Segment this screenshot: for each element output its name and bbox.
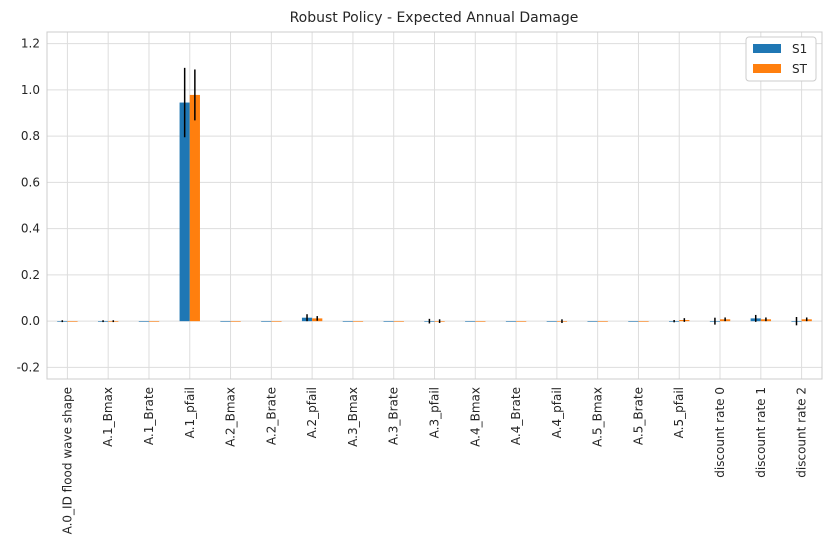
x-tick-label: A.1_pfail	[183, 387, 197, 438]
x-tick-label: A.2_Brate	[264, 387, 278, 445]
y-tick-label: 0.8	[21, 129, 40, 143]
bar-s1	[505, 321, 517, 322]
x-tick-label: A.2_Bmax	[224, 387, 238, 447]
x-axis: A.0_ID flood wave shape A.1_Bmax A.1_Brate…	[60, 387, 808, 534]
x-tick-label: A.5_Bmax	[591, 387, 605, 447]
legend-label-s1: S1	[792, 42, 807, 56]
legend-label-st: ST	[792, 62, 808, 76]
bar-st	[67, 321, 78, 322]
x-tick-label: A.2_pfail	[305, 387, 319, 438]
bar-s1	[465, 321, 476, 322]
y-tick-label: 0.2	[21, 268, 40, 282]
x-tick-label: A.4_Bmax	[468, 387, 482, 447]
y-tick-label: 1.2	[21, 37, 40, 51]
x-tick-label: discount rate 1	[754, 387, 768, 478]
y-tick-label: 0.4	[21, 222, 40, 236]
x-tick-label: discount rate 0	[713, 387, 727, 478]
grid	[47, 32, 822, 379]
x-tick-label: A.0_ID flood wave shape	[60, 387, 74, 534]
y-axis: -0.2 0.0 0.2 0.4 0.6 0.8 1.0 1.2	[17, 37, 40, 375]
plot-frame	[46, 31, 823, 380]
y-tick-label: 0.0	[21, 314, 40, 328]
x-tick-label: A.1_Brate	[142, 387, 156, 445]
bar-s1	[546, 321, 557, 322]
chart-title: Robust Policy - Expected Annual Damage	[290, 10, 579, 26]
y-tick-label: 0.6	[21, 175, 40, 189]
x-tick-label: A.3_Brate	[387, 387, 401, 445]
bar-s1	[138, 321, 149, 322]
y-tick-label: -0.2	[17, 360, 40, 374]
x-tick-label: A.4_pfail	[550, 387, 564, 438]
bar-st	[516, 321, 527, 322]
bar-st	[189, 94, 200, 322]
bar-st	[352, 321, 364, 322]
x-tick-label: A.1_Bmax	[101, 387, 115, 447]
bar-st	[597, 321, 608, 322]
bar-st	[271, 321, 282, 322]
error-bars	[61, 67, 808, 326]
x-tick-label: A.3_pfail	[428, 387, 442, 438]
bar-st	[230, 321, 241, 322]
bar-s1	[587, 321, 598, 322]
bar-st	[148, 321, 160, 322]
legend: S1 ST	[745, 36, 817, 82]
x-tick-label: A.5_Brate	[631, 387, 645, 445]
legend-swatch-st	[753, 64, 781, 73]
x-tick-label: A.3_Bmax	[346, 387, 360, 447]
bar-s1	[342, 321, 353, 322]
legend-swatch-s1	[753, 44, 781, 53]
y-tick-label: 1.0	[21, 83, 40, 97]
bar-s1	[261, 321, 272, 322]
bar-st	[393, 321, 404, 322]
bar-s1	[220, 321, 231, 322]
x-tick-label: A.4_Brate	[509, 387, 523, 445]
bar-st	[475, 321, 486, 322]
x-tick-label: discount rate 2	[795, 387, 809, 478]
x-tick-label: A.5_pfail	[672, 387, 686, 438]
bar-s1	[383, 321, 394, 322]
bar-s1	[179, 102, 190, 322]
bar-st	[638, 321, 649, 322]
bar-s1	[628, 321, 639, 322]
